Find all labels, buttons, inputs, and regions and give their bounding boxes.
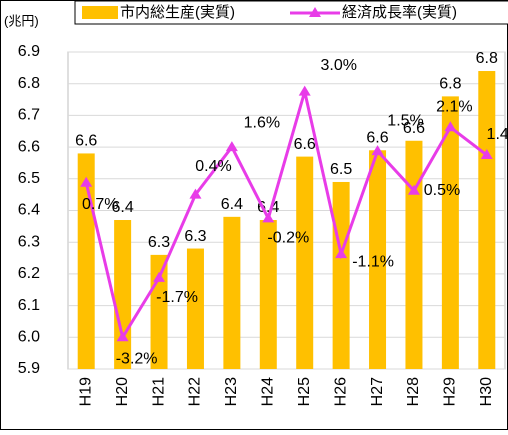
- bar-value-label: 6.5: [330, 161, 352, 178]
- line-marker: [298, 85, 311, 96]
- y-tick-label: 6.1: [18, 297, 40, 314]
- x-tick-label: H26: [332, 377, 349, 406]
- y-tick-label: 6.3: [18, 233, 40, 250]
- line-marker: [189, 188, 202, 199]
- line-marker: [444, 121, 457, 132]
- y-tick-label: 6.0: [18, 329, 40, 346]
- line-marker: [225, 141, 238, 152]
- bar: [478, 71, 496, 370]
- bar-value-label: 6.4: [221, 196, 243, 213]
- line: [84, 91, 488, 342]
- bar: [223, 216, 241, 369]
- line-value-label: 0.4%: [195, 158, 231, 175]
- line-value-label: 0.5%: [424, 182, 460, 199]
- bar: [405, 140, 423, 369]
- x-tick-label: H21: [150, 377, 167, 406]
- line-marker: [80, 176, 93, 187]
- x-tick-label: H23: [223, 377, 240, 406]
- line-value-label: -0.2%: [267, 230, 309, 247]
- bar: [114, 220, 132, 369]
- bar-value-label: 6.3: [148, 234, 170, 251]
- bar: [186, 248, 204, 369]
- bar: [259, 220, 277, 369]
- line-value-label: -1.7%: [156, 289, 198, 306]
- y-tick-label: 6.6: [18, 138, 40, 155]
- y-tick-label: 6.7: [18, 107, 40, 124]
- x-tick-label: H27: [369, 377, 386, 406]
- bar-value-label: 6.6: [294, 136, 316, 153]
- bar-value-label: 6.8: [439, 76, 461, 93]
- x-tick-label: H30: [478, 377, 495, 406]
- bar-value-label: 6.6: [75, 133, 97, 150]
- line-value-label: 1.6%: [244, 114, 280, 131]
- line-value-label: 3.0%: [320, 57, 356, 74]
- line-marker: [371, 145, 384, 156]
- bar-value-label: 6.4: [112, 199, 134, 216]
- bar: [296, 156, 314, 369]
- line-marker: [116, 331, 129, 342]
- legend-label: 経済成長率(実質): [342, 3, 457, 21]
- y-tick-label: 6.9: [18, 43, 40, 60]
- line-marker: [407, 184, 420, 195]
- y-tick-label: 6.4: [18, 202, 40, 219]
- y-tick-label: 6.5: [18, 170, 40, 187]
- x-tick-label: H25: [296, 377, 313, 406]
- line-value-label: 0.7%: [82, 196, 118, 213]
- line-value-label: 1.4%: [487, 126, 508, 143]
- line-value-label: 2.1%: [436, 99, 472, 116]
- legend-label: 市内総生産(実質): [120, 3, 235, 21]
- line-marker: [262, 212, 275, 223]
- y-tick-label: 6.8: [18, 75, 40, 92]
- bar-value-label: 6.6: [403, 120, 425, 137]
- y-tick-label: 6.2: [18, 265, 40, 282]
- y-tick-label: 5.9: [18, 360, 40, 377]
- x-tick-label: H19: [77, 377, 94, 406]
- line-value-label: 1.5%: [387, 112, 423, 129]
- line-marker: [335, 248, 348, 259]
- line-marker: [153, 271, 166, 282]
- bar: [369, 150, 387, 369]
- line-marker: [480, 149, 493, 160]
- bar: [332, 181, 350, 369]
- legend-swatch: [309, 7, 321, 17]
- x-tick-label: H22: [187, 377, 204, 406]
- legend-swatch: [82, 6, 118, 19]
- x-tick-label: H20: [114, 377, 131, 406]
- bar-value-label: 6.8: [476, 50, 498, 67]
- x-tick-label: H28: [405, 377, 422, 406]
- y-axis-label: (兆円): [4, 13, 39, 28]
- x-tick-label: H29: [442, 377, 459, 406]
- line-value-label: -1.1%: [352, 253, 394, 270]
- bar-value-label: 6.3: [184, 228, 206, 245]
- line-value-label: -3.2%: [116, 351, 158, 368]
- bar: [441, 96, 459, 369]
- bar-value-label: 6.6: [366, 129, 388, 146]
- x-tick-label: H24: [260, 377, 277, 406]
